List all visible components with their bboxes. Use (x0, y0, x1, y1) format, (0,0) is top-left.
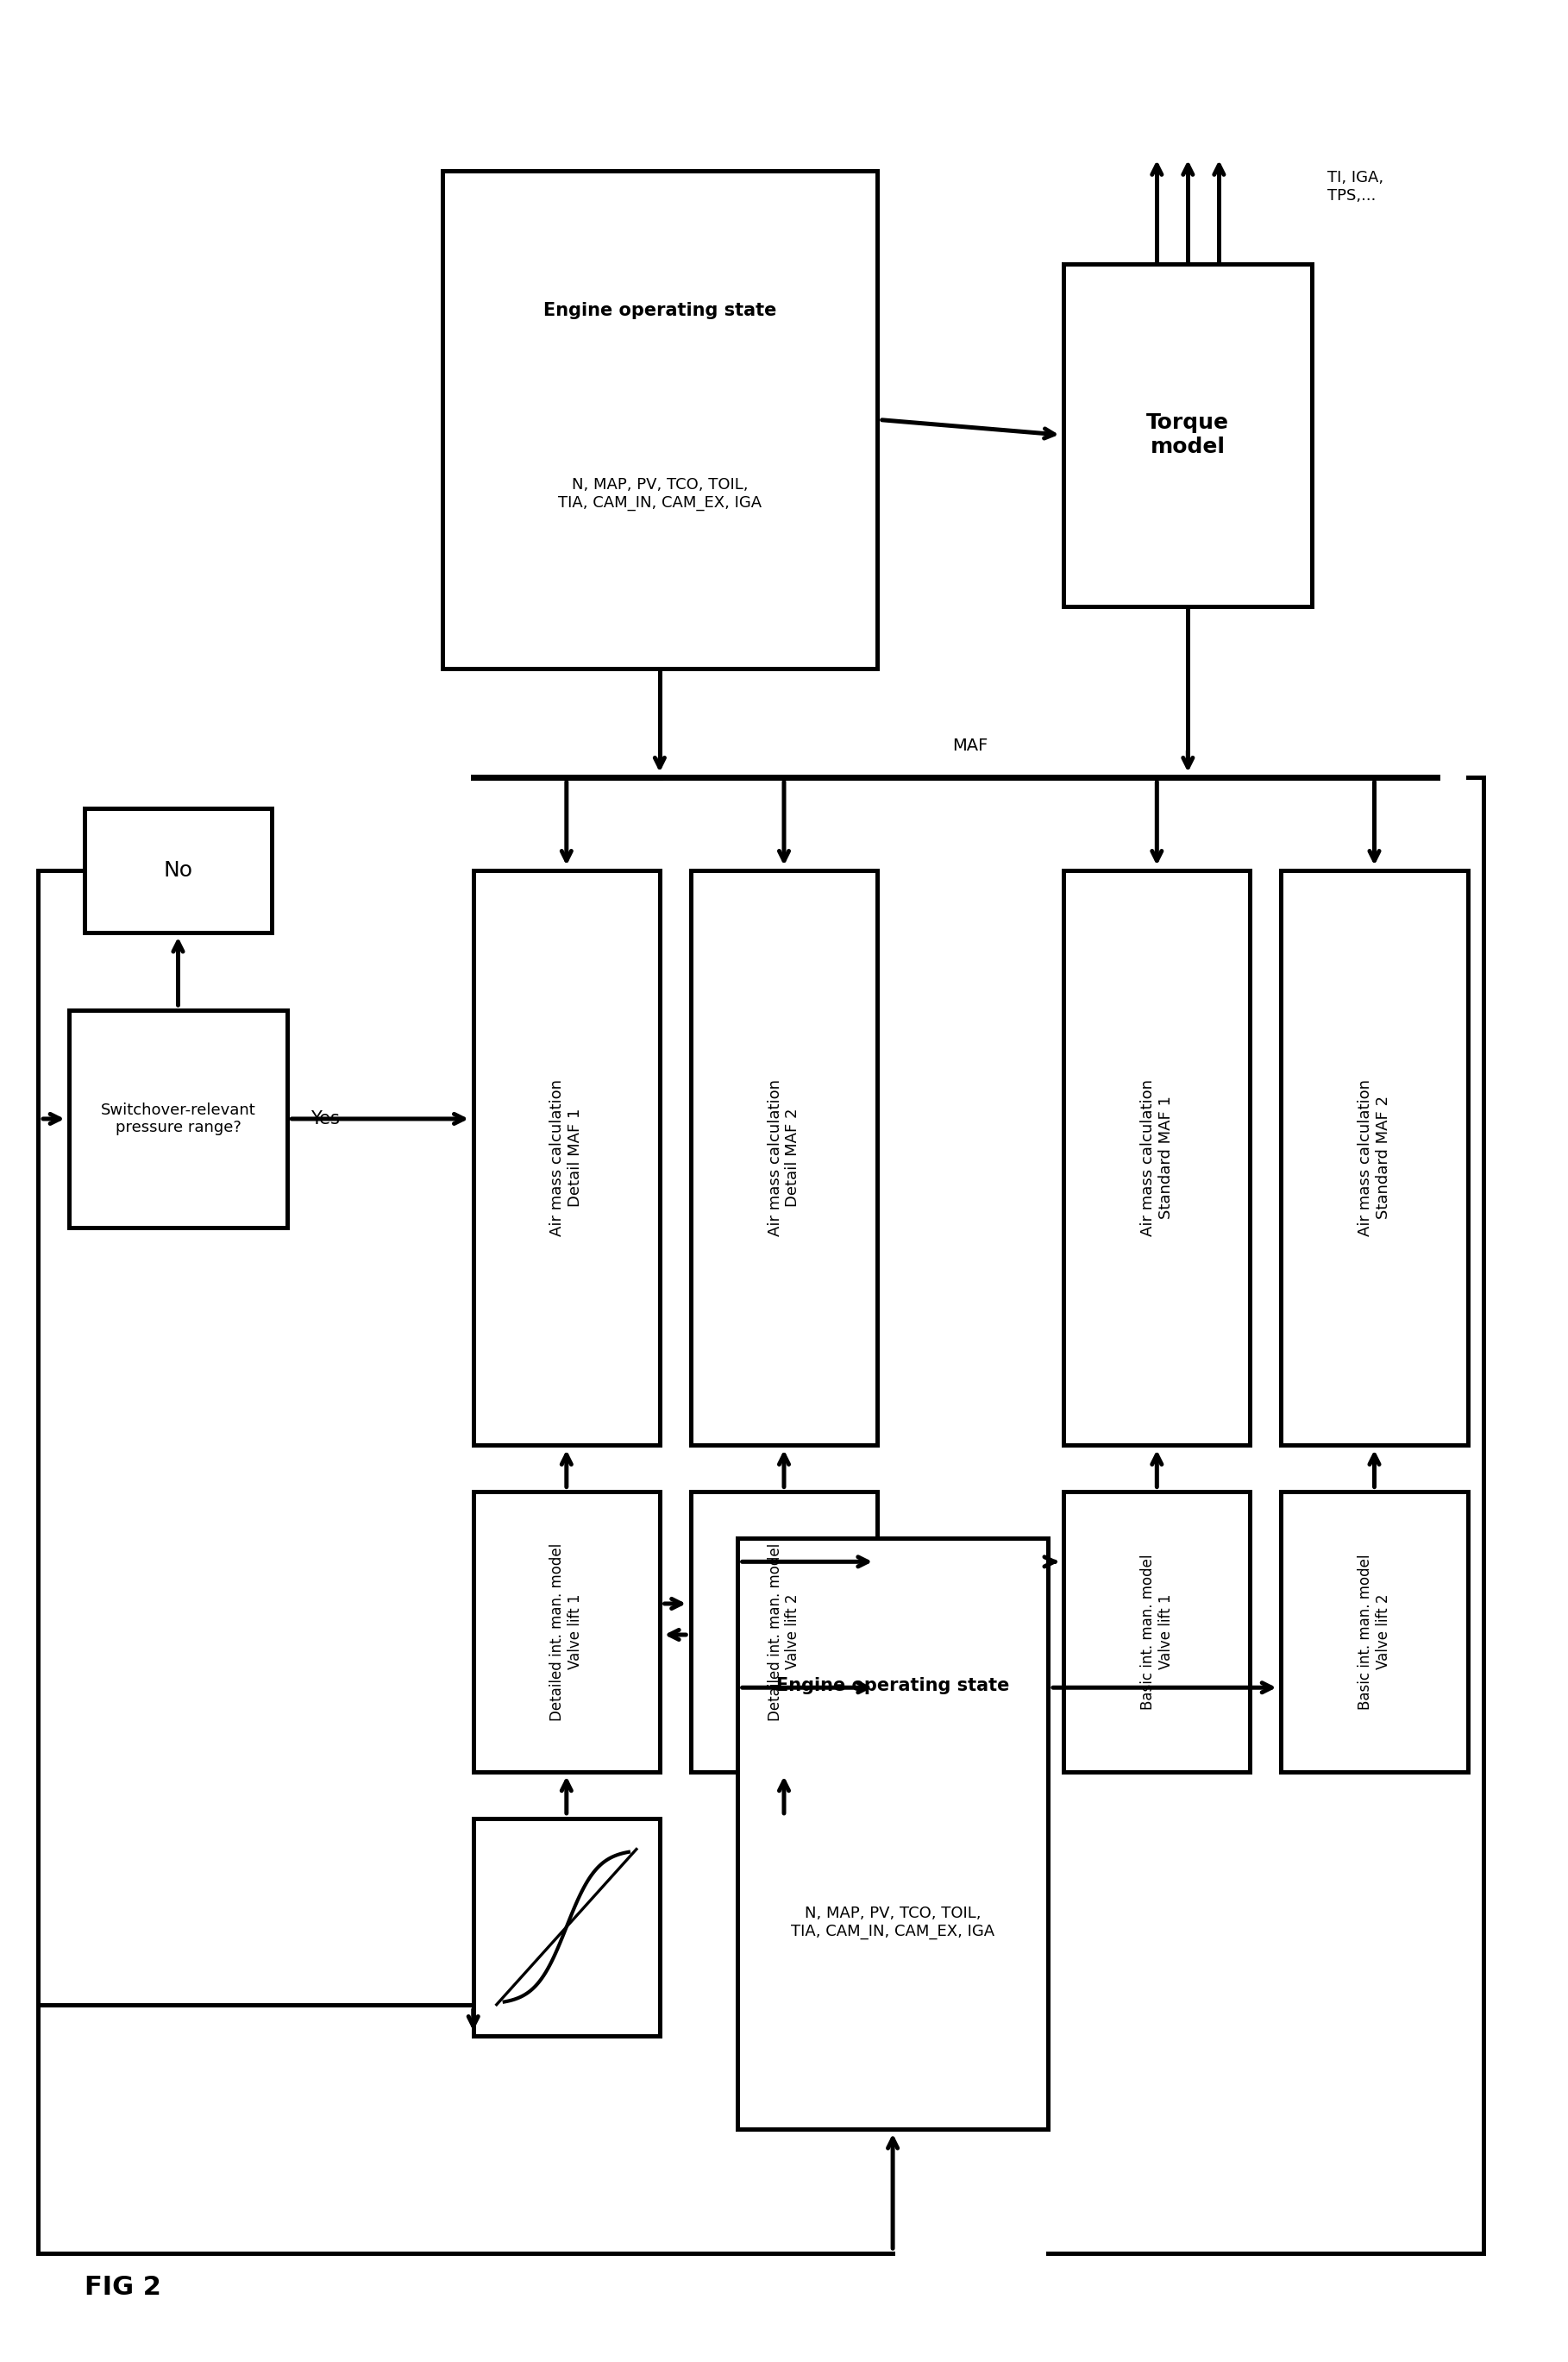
Text: N, MAP, PV, TCO, TOIL,
TIA, CAM_IN, CAM_EX, IGA: N, MAP, PV, TCO, TOIL, TIA, CAM_IN, CAM_… (790, 1906, 994, 1939)
Text: Air mass calculation
Standard MAF 1: Air mass calculation Standard MAF 1 (1140, 1079, 1173, 1235)
Bar (442, 170, 877, 668)
Bar (691, 1493, 877, 1772)
Text: No: No (163, 860, 193, 881)
Bar (69, 1011, 287, 1228)
Text: Air mass calculation
Standard MAF 2: Air mass calculation Standard MAF 2 (1358, 1079, 1391, 1235)
Text: FIG 2: FIG 2 (85, 2275, 162, 2301)
Bar (1281, 869, 1468, 1446)
Bar (737, 1538, 1047, 2128)
Text: Basic int. man. model
Valve lift 2: Basic int. man. model Valve lift 2 (1358, 1554, 1391, 1710)
Bar (474, 1819, 660, 2036)
Text: Yes: Yes (310, 1110, 339, 1127)
Text: Basic int. man. model
Valve lift 1: Basic int. man. model Valve lift 1 (1140, 1554, 1173, 1710)
Bar (474, 869, 660, 1446)
Bar (1063, 1493, 1250, 1772)
Bar (474, 1493, 660, 1772)
Text: Detailed int. man. model
Valve lift 2: Detailed int. man. model Valve lift 2 (767, 1542, 801, 1720)
Text: N, MAP, PV, TCO, TOIL,
TIA, CAM_IN, CAM_EX, IGA: N, MAP, PV, TCO, TOIL, TIA, CAM_IN, CAM_… (558, 477, 762, 510)
Text: Air mass calculation
Detail MAF 2: Air mass calculation Detail MAF 2 (767, 1079, 801, 1235)
Text: Engine operating state: Engine operating state (776, 1677, 1010, 1694)
Text: Torque
model: Torque model (1146, 413, 1229, 458)
Bar (85, 808, 271, 933)
Bar (1281, 1493, 1468, 1772)
Bar (1063, 265, 1312, 607)
Text: Air mass calculation
Detail MAF 1: Air mass calculation Detail MAF 1 (550, 1079, 583, 1235)
Text: TI, IGA,
TPS,...: TI, IGA, TPS,... (1328, 170, 1385, 203)
Bar (691, 869, 877, 1446)
Text: MAF: MAF (953, 737, 988, 753)
Text: Detailed int. man. model
Valve lift 1: Detailed int. man. model Valve lift 1 (550, 1542, 583, 1720)
Text: Switchover-relevant
pressure range?: Switchover-relevant pressure range? (100, 1103, 256, 1136)
Bar (1063, 869, 1250, 1446)
Text: Engine operating state: Engine operating state (543, 302, 776, 319)
